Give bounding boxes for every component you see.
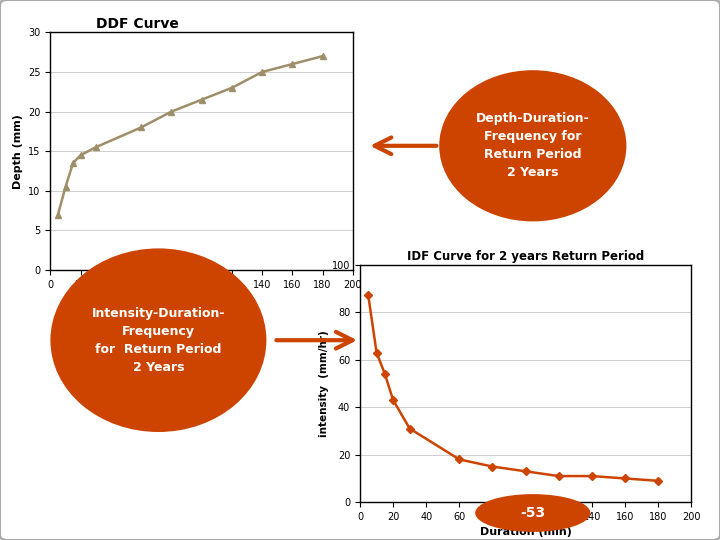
Text: -53: -53 (521, 506, 545, 520)
X-axis label: Duration (min): Duration (min) (156, 295, 248, 305)
Y-axis label: intensity  (mm/hr): intensity (mm/hr) (319, 330, 329, 437)
Text: DDF Curve: DDF Curve (96, 17, 179, 31)
X-axis label: Duration (min): Duration (min) (480, 528, 572, 537)
Title: IDF Curve for 2 years Return Period: IDF Curve for 2 years Return Period (407, 251, 644, 264)
Text: Depth-Duration-
Frequency for
Return Period
2 Years: Depth-Duration- Frequency for Return Per… (476, 112, 590, 179)
Text: Intensity-Duration-
Frequency
for  Return Period
2 Years: Intensity-Duration- Frequency for Return… (91, 307, 225, 374)
Y-axis label: Depth (mm): Depth (mm) (13, 114, 22, 188)
